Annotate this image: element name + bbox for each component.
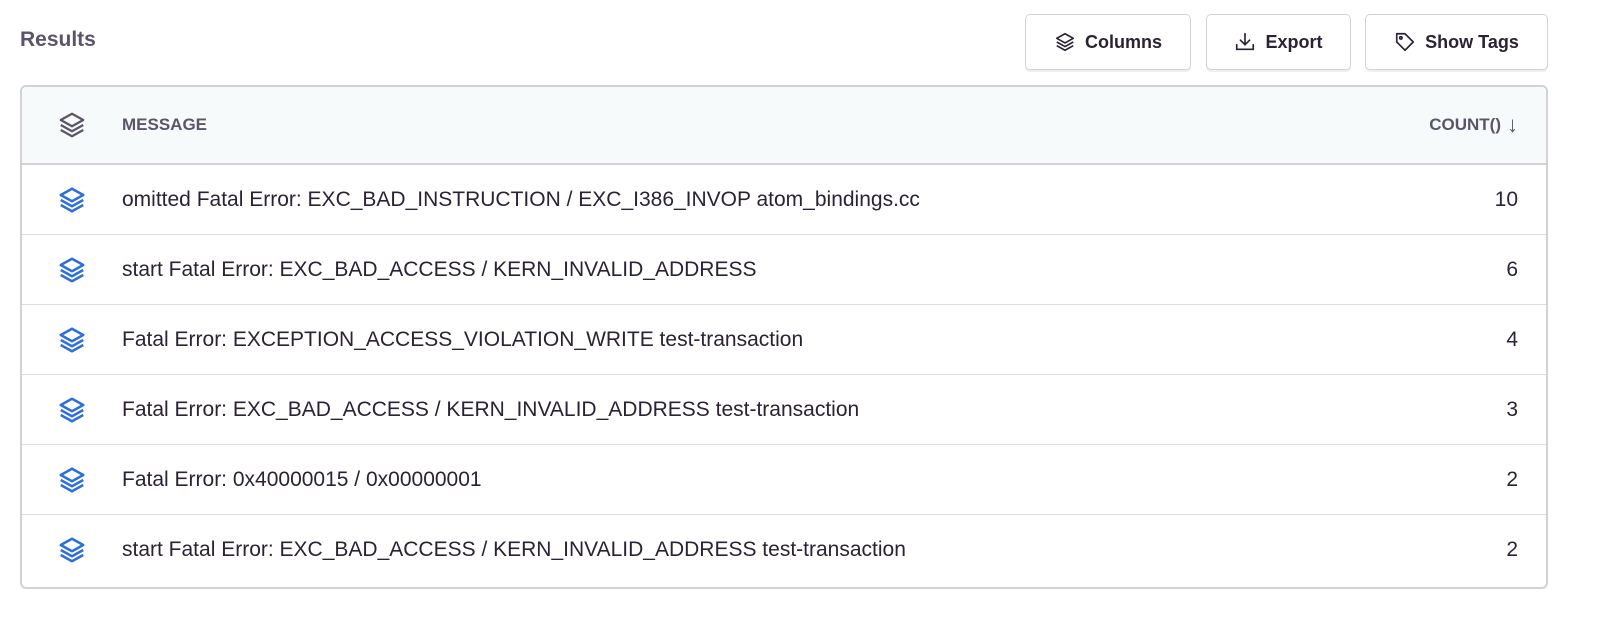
count-cell: 3 <box>1506 397 1518 421</box>
show-tags-button[interactable]: Show Tags <box>1365 14 1548 70</box>
count-cell: 10 <box>1494 187 1518 211</box>
table-row: Fatal Error: EXC_BAD_ACCESS / KERN_INVAL… <box>22 375 1546 445</box>
layers-icon <box>59 467 85 492</box>
column-header-count[interactable]: COUNT() ↓ <box>1346 112 1546 138</box>
message-cell[interactable]: Fatal Error: EXC_BAD_ACCESS / KERN_INVAL… <box>122 397 860 421</box>
message-cell[interactable]: omitted Fatal Error: EXC_BAD_INSTRUCTION… <box>122 187 920 211</box>
layers-icon <box>59 112 85 138</box>
columns-button[interactable]: Columns <box>1025 14 1191 70</box>
count-cell: 6 <box>1506 257 1518 281</box>
count-header-label: COUNT() <box>1429 115 1501 134</box>
sort-desc-arrow-icon: ↓ <box>1507 112 1518 137</box>
message-cell[interactable]: start Fatal Error: EXC_BAD_ACCESS / KERN… <box>122 538 906 561</box>
layers-icon <box>59 327 85 352</box>
message-cell[interactable]: Fatal Error: 0x40000015 / 0x00000001 <box>122 467 482 491</box>
open-stack-button[interactable] <box>22 185 122 215</box>
layers-icon <box>59 187 85 212</box>
table-row: omitted Fatal Error: EXC_BAD_INSTRUCTION… <box>22 165 1546 235</box>
count-cell: 2 <box>1506 467 1518 491</box>
column-header-message[interactable]: MESSAGE <box>122 115 208 134</box>
open-stack-button[interactable] <box>22 325 122 355</box>
count-cell: 4 <box>1506 327 1518 351</box>
open-stack-button[interactable] <box>22 535 122 565</box>
table-row: start Fatal Error: EXC_BAD_ACCESS / KERN… <box>22 235 1546 305</box>
table-header: MESSAGE COUNT() ↓ <box>22 87 1546 165</box>
table-row: start Fatal Error: EXC_BAD_ACCESS / KERN… <box>22 515 1546 585</box>
layers-icon <box>1055 32 1075 52</box>
layers-icon <box>59 537 85 563</box>
export-label: Export <box>1265 31 1323 52</box>
open-stack-button[interactable] <box>22 395 122 425</box>
results-table: MESSAGE COUNT() ↓ omitted Fatal Error: EX… <box>20 85 1548 589</box>
open-stack-button[interactable] <box>22 465 122 495</box>
export-button[interactable]: Export <box>1206 14 1351 70</box>
tag-icon <box>1396 32 1415 52</box>
layers-icon <box>59 257 85 282</box>
table-row: Fatal Error: EXCEPTION_ACCESS_VIOLATION_… <box>22 305 1546 375</box>
columns-label: Columns <box>1084 31 1162 52</box>
table-row: Fatal Error: 0x40000015 / 0x00000001 2 <box>22 445 1546 515</box>
message-cell[interactable]: Fatal Error: EXCEPTION_ACCESS_VIOLATION_… <box>122 327 804 351</box>
results-title: Results <box>20 28 96 51</box>
count-cell: 2 <box>1506 538 1518 561</box>
message-cell[interactable]: start Fatal Error: EXC_BAD_ACCESS / KERN… <box>122 257 757 281</box>
layers-icon <box>59 397 85 422</box>
download-icon <box>1236 32 1255 51</box>
show-tags-label: Show Tags <box>1425 31 1519 52</box>
open-stack-button[interactable] <box>22 255 122 285</box>
